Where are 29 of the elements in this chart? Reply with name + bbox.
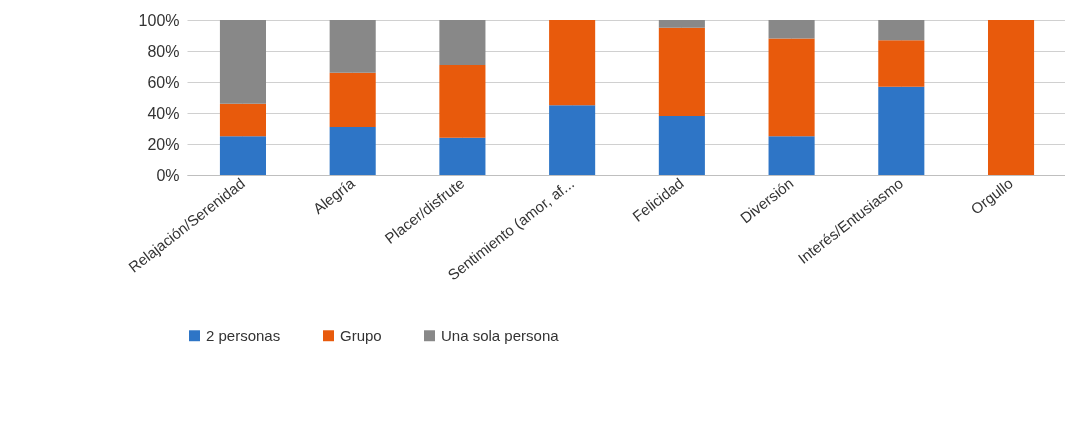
legend-label: 2 personas xyxy=(206,326,281,344)
bar xyxy=(439,20,486,65)
bar xyxy=(878,40,925,87)
bar xyxy=(768,20,815,39)
bar xyxy=(219,136,266,175)
legend-label: Una sola persona xyxy=(441,326,560,344)
y-tick-label: 40% xyxy=(147,104,180,122)
legend-label: Grupo xyxy=(340,326,382,344)
bar xyxy=(549,20,596,106)
y-tick-label: 60% xyxy=(147,73,180,91)
bar xyxy=(439,137,486,175)
bar xyxy=(878,20,925,41)
bar xyxy=(329,72,376,127)
bar xyxy=(878,86,925,175)
bar xyxy=(329,126,376,175)
bar xyxy=(768,38,815,137)
bar xyxy=(439,64,486,138)
bar xyxy=(658,116,705,175)
bar xyxy=(219,20,266,104)
bar xyxy=(549,105,596,175)
bar xyxy=(219,103,266,137)
y-tick-label: 100% xyxy=(138,11,180,29)
bar xyxy=(988,20,1035,175)
y-tick-label: 80% xyxy=(147,42,180,60)
bar xyxy=(658,27,705,117)
bar xyxy=(658,20,705,28)
bar xyxy=(329,20,376,73)
y-tick-label: 20% xyxy=(147,135,180,153)
bar xyxy=(768,136,815,175)
